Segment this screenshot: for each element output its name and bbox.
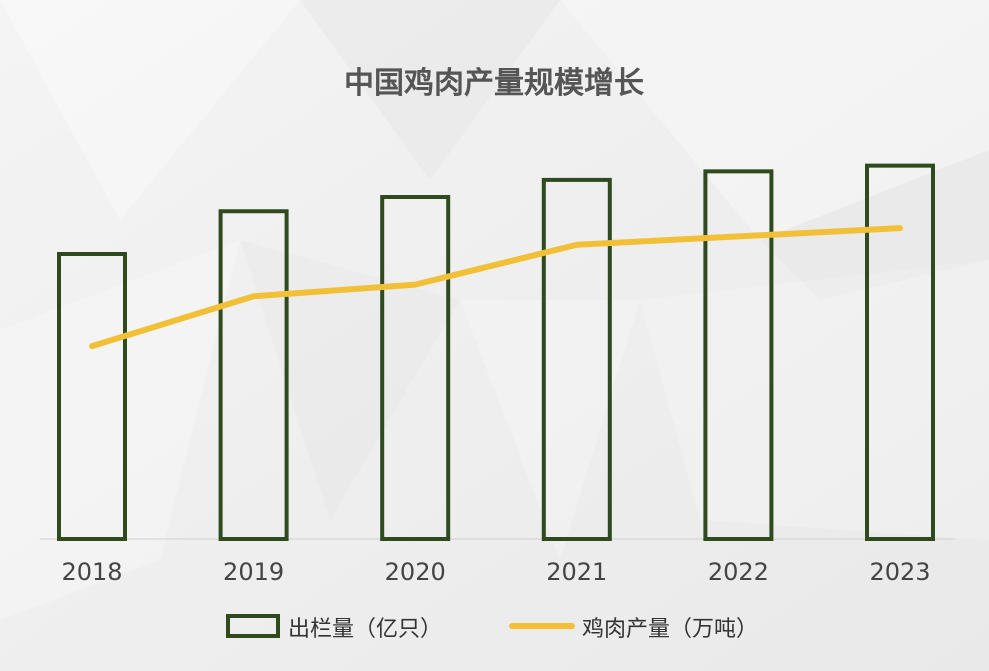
x-tick-label-2021: 2021	[546, 558, 607, 586]
x-axis-tick-labels: 2018 2019 2020 2021 2022 2023	[61, 558, 930, 586]
line-path	[89, 225, 903, 350]
bar-2020	[380, 195, 451, 541]
bar-series	[57, 163, 935, 541]
x-tick-label-2020: 2020	[385, 558, 446, 586]
bar-2021	[541, 177, 612, 541]
legend: 出栏量（亿只） 鸡肉产量（万吨）	[226, 614, 758, 642]
legend-swatch-bar	[226, 614, 280, 638]
line-point-2022	[737, 235, 739, 237]
line-point-2018	[91, 345, 93, 347]
line-point-2020	[414, 284, 416, 286]
line-point-2023	[899, 227, 901, 229]
legend-item-bar: 出栏量（亿只）	[226, 614, 442, 642]
x-tick-label-2023: 2023	[869, 558, 930, 586]
x-tick-label-2022: 2022	[708, 558, 769, 586]
bar-2018	[57, 252, 127, 541]
legend-label-line: 鸡肉产量（万吨）	[582, 617, 758, 642]
legend-label-bar: 出栏量（亿只）	[288, 617, 442, 642]
chart-title: 中国鸡肉产量规模增长	[344, 66, 644, 101]
x-tick-label-2019: 2019	[223, 558, 284, 586]
bar-2022	[703, 169, 774, 541]
line-point-2021	[576, 244, 578, 246]
line-series	[89, 225, 903, 350]
legend-item-line: 鸡肉产量（万吨）	[509, 617, 758, 642]
bar-2023	[865, 163, 935, 541]
x-tick-label-2018: 2018	[61, 558, 122, 586]
bar-2019	[218, 209, 289, 541]
line-point-2019	[253, 295, 255, 297]
